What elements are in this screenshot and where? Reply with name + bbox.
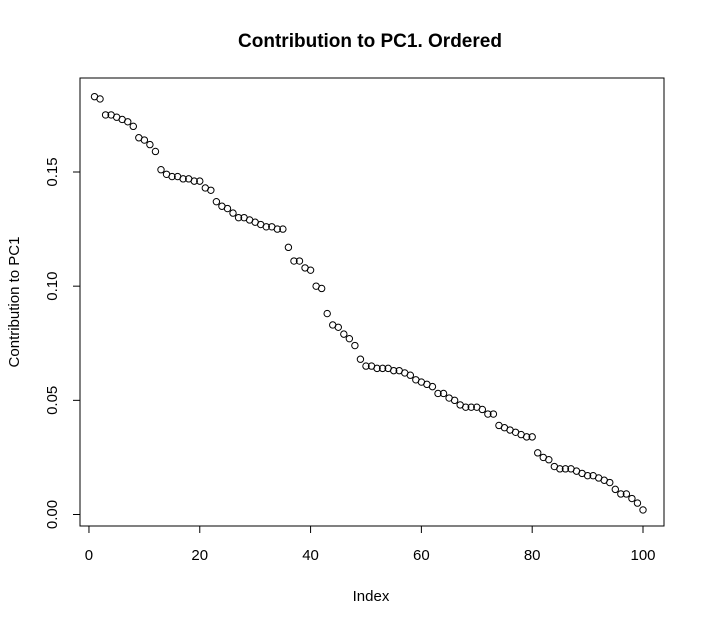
data-point: [489, 410, 498, 418]
data-point: [223, 204, 232, 213]
data-point: [561, 465, 570, 473]
data-point: [462, 403, 470, 411]
chart-title: Contribution to PC1. Ordered: [238, 31, 502, 52]
data-point: [478, 405, 487, 414]
data-point: [639, 506, 647, 514]
data-point: [124, 118, 132, 126]
data-point: [146, 140, 154, 149]
data-point: [389, 366, 398, 375]
x-axis: 0 20 40 60 80 100: [85, 525, 656, 564]
data-point: [373, 364, 381, 373]
y-tick-label: 0.00: [44, 500, 61, 529]
data-point: [439, 389, 448, 398]
data-point: [611, 485, 619, 494]
x-tick-label: 40: [302, 547, 319, 564]
data-point: [317, 284, 326, 293]
data-point: [190, 177, 198, 185]
data-point: [633, 499, 642, 507]
data-point: [428, 382, 437, 391]
data-point: [196, 177, 204, 185]
y-tick-label: 0.10: [44, 272, 61, 301]
data-point: [617, 490, 625, 498]
data-point: [522, 433, 531, 441]
data-point: [556, 465, 564, 473]
data-point: [262, 223, 270, 231]
x-tick-label: 0: [85, 547, 93, 564]
data-point: [179, 175, 187, 183]
data-point: [622, 490, 631, 498]
data-point: [351, 341, 359, 350]
data-point: [545, 456, 553, 464]
data-point: [356, 355, 365, 363]
data-point: [279, 225, 287, 233]
data-point: [534, 449, 542, 457]
data-point: [140, 136, 149, 144]
data-point: [168, 172, 176, 181]
data-point: [345, 334, 354, 343]
data-point: [334, 323, 342, 331]
data-point: [606, 478, 614, 487]
data-point: [207, 186, 215, 194]
y-axis: 0.00 0.05 0.10 0.15: [44, 157, 81, 529]
data-point: [528, 433, 536, 441]
data-point: [229, 209, 237, 217]
data-points: [90, 92, 647, 514]
data-point: [484, 410, 492, 418]
data-point: [362, 362, 370, 370]
data-point: [434, 389, 442, 398]
data-point: [96, 95, 104, 103]
y-axis-title: Contribution to PC1: [6, 237, 23, 368]
x-tick-label: 60: [413, 547, 430, 564]
data-point: [323, 309, 331, 318]
data-point: [450, 396, 459, 405]
x-tick-label: 80: [524, 547, 541, 564]
data-point: [234, 213, 243, 222]
y-tick-label: 0.05: [44, 386, 61, 415]
data-point: [273, 225, 282, 233]
data-point: [290, 257, 298, 265]
data-point: [583, 471, 592, 480]
data-point: [284, 243, 293, 252]
plot-frame: [79, 77, 665, 527]
data-point: [295, 257, 304, 265]
y-tick-label: 0.15: [44, 157, 61, 186]
data-point: [306, 266, 315, 274]
data-point: [467, 403, 475, 411]
data-point: [378, 364, 387, 373]
data-point: [340, 330, 348, 338]
data-point: [157, 166, 165, 174]
x-tick-label: 100: [630, 547, 655, 564]
data-point: [212, 197, 221, 206]
data-point: [406, 371, 415, 379]
data-point: [628, 494, 636, 503]
data-point: [151, 147, 160, 156]
data-point: [101, 111, 110, 119]
x-axis-title: Index: [353, 588, 390, 605]
x-tick-label: 20: [191, 547, 208, 564]
data-point: [129, 122, 137, 131]
